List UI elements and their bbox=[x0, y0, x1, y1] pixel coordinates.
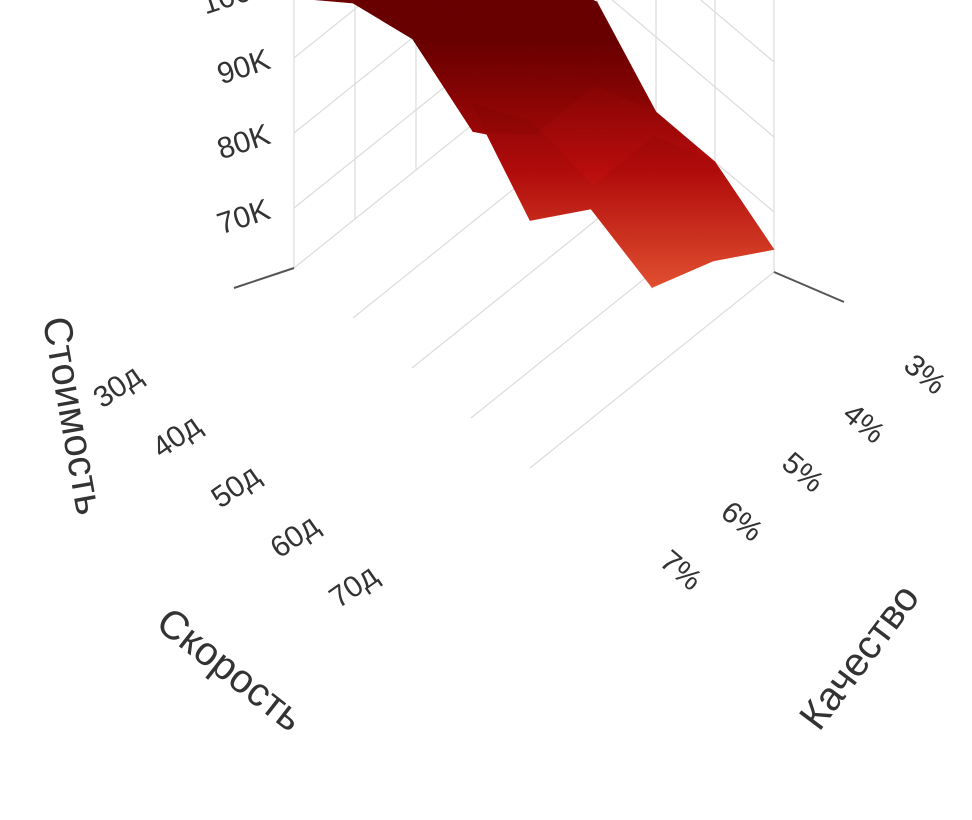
surface-shade bbox=[513, 0, 597, 36]
y-tick-label: 5% bbox=[776, 446, 830, 499]
surface-facet bbox=[533, 85, 596, 136]
surface-facet bbox=[653, 135, 716, 203]
surface-facet bbox=[424, 0, 476, 70]
surface-facet bbox=[535, 1, 598, 60]
floor-grid-line bbox=[529, 271, 775, 469]
y-tick-label: 6% bbox=[715, 495, 769, 548]
x-tick-label: 60д bbox=[264, 509, 325, 565]
surface-shade bbox=[432, 0, 536, 36]
x-axis-title: Скорость bbox=[148, 599, 311, 740]
y-axis-title: Качество bbox=[791, 576, 928, 738]
x-axis-line bbox=[233, 267, 295, 289]
surface-shade bbox=[471, 103, 591, 221]
surface-facet bbox=[470, 102, 533, 165]
z-grid-line bbox=[293, 0, 775, 138]
z-tick-label: 70K bbox=[213, 193, 274, 241]
y-axis-line bbox=[773, 271, 845, 303]
y-tick-label: 7% bbox=[654, 544, 708, 597]
surface-shade bbox=[532, 121, 652, 288]
surface-facet bbox=[474, 24, 537, 72]
surface-facet bbox=[352, 0, 415, 40]
x-tick-label: 50д bbox=[205, 459, 266, 515]
surface-facet bbox=[594, 85, 657, 125]
x-tick-label: 70д bbox=[323, 559, 384, 615]
surface-facet bbox=[531, 121, 594, 202]
z-tick-label: 80K bbox=[213, 118, 274, 166]
surface-facet bbox=[586, 0, 598, 3]
x-tick-label: 40д bbox=[146, 409, 207, 465]
surface-shade bbox=[654, 136, 774, 261]
surface-shade bbox=[420, 0, 534, 135]
z-tick-label: 100K bbox=[197, 0, 274, 21]
y-tick-label: 3% bbox=[898, 348, 952, 401]
surface-mesh bbox=[314, 0, 775, 289]
surface-shade bbox=[593, 136, 713, 288]
surface-shade bbox=[353, 0, 473, 132]
y-tick-label: 4% bbox=[837, 397, 891, 450]
axis-lines bbox=[233, 267, 845, 303]
surface-shade bbox=[475, 25, 595, 135]
z-tick-label: 90K bbox=[213, 43, 274, 91]
surface-shade bbox=[536, 2, 656, 112]
surface-facet bbox=[411, 37, 474, 133]
z-axis-title: Стоимость bbox=[34, 313, 112, 518]
surface-facet bbox=[592, 135, 655, 218]
surface-facet bbox=[314, 0, 354, 4]
x-tick-label: 30д bbox=[87, 359, 148, 415]
